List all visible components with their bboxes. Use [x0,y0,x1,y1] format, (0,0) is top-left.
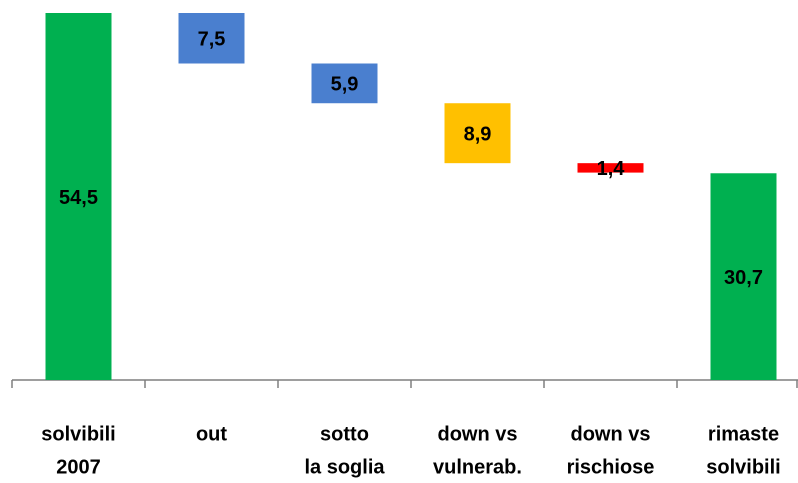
value-label: 7,5 [198,29,226,51]
x-tick-label: 2007 [56,456,101,478]
bar [444,103,511,164]
bar [178,13,245,64]
value-label: 8,9 [464,123,492,145]
bar [45,13,112,380]
x-tick-label: down vs [437,423,517,445]
x-tick-label: down vs [570,423,650,445]
bar [577,163,644,173]
x-tick-label: sotto [320,423,369,445]
bar [710,173,777,380]
x-tick-label: la soglia [304,456,385,478]
x-tick-label: vulnerab. [433,456,522,478]
x-tick-label: solvibili [41,423,115,445]
value-label: 30,7 [724,267,763,289]
x-tick-label: rischiose [567,456,655,478]
x-tick-label: out [196,423,227,445]
value-label: 5,9 [331,74,359,96]
x-tick-label: rimaste [708,423,779,445]
bar [311,63,378,104]
value-label: 54,5 [59,187,98,209]
value-label: 1,4 [597,158,626,180]
x-tick-label: solvibili [706,456,780,478]
